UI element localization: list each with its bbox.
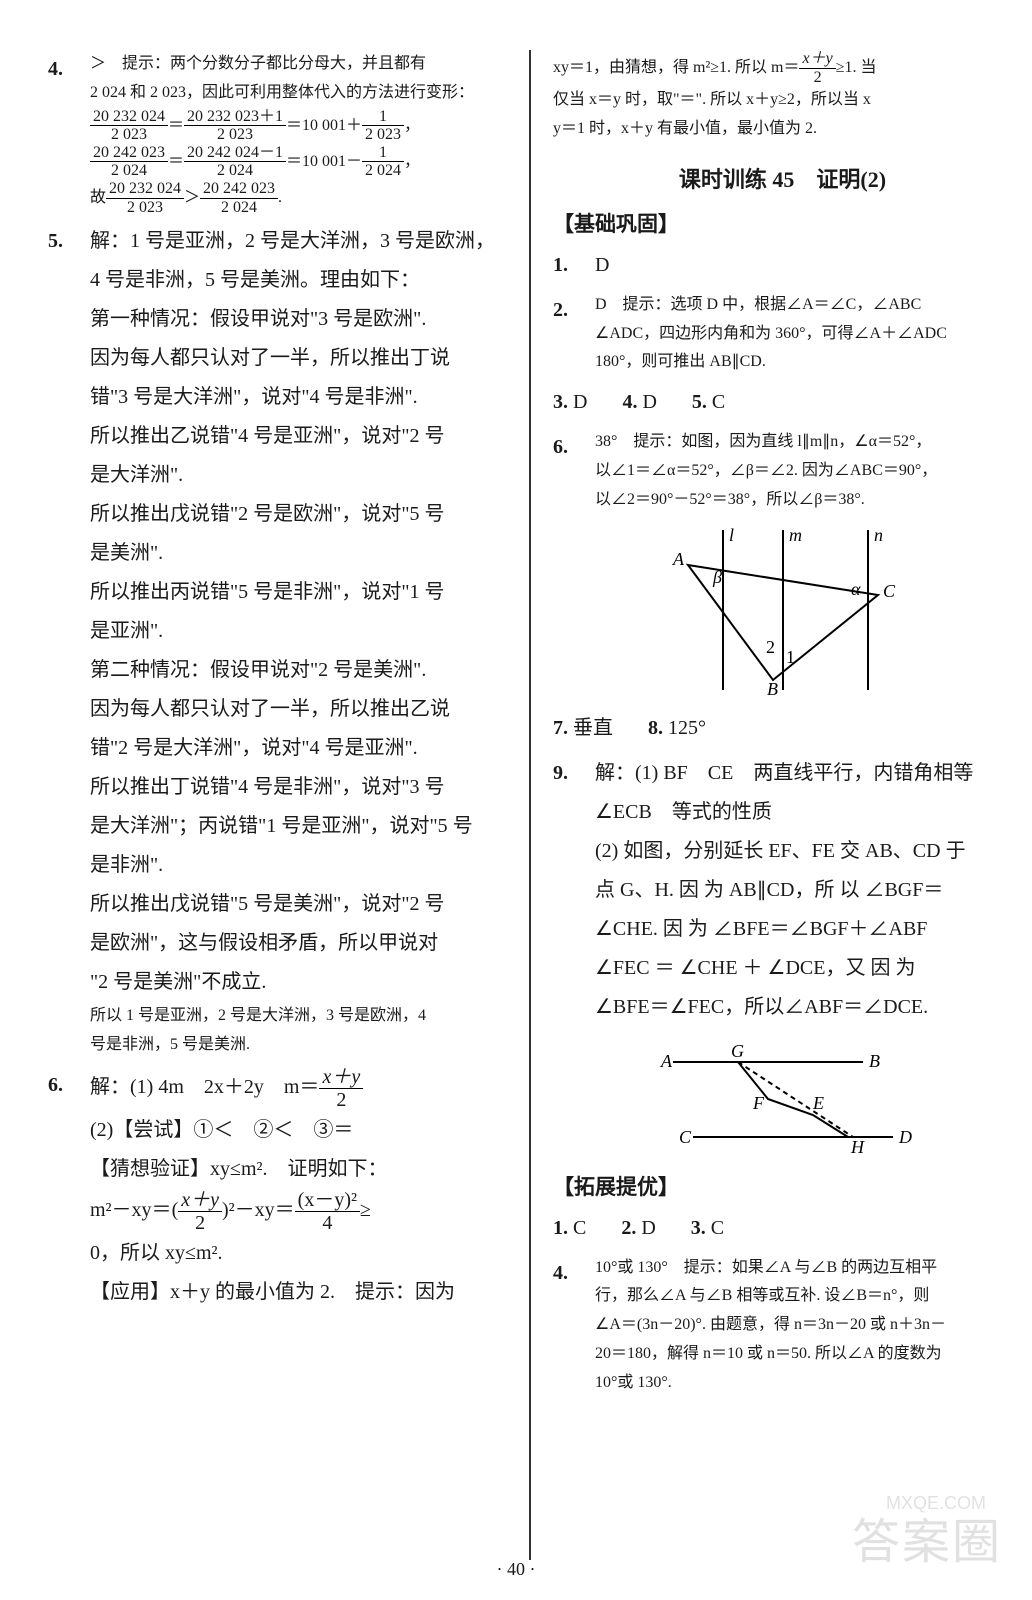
svg-text:B: B: [767, 679, 778, 695]
a2: 2. D 提示：选项 D 中，根据∠A＝∠C，∠ABC ∠ADC，四边形内角和为…: [553, 291, 1012, 377]
diagram-triangle-parallel: l m n A C B β α 1 2: [653, 525, 913, 695]
a1: 1. D: [553, 246, 1012, 285]
q5-l3: 第一种情况：假设甲说对"3 号是欧洲".: [90, 300, 507, 339]
svg-text:n: n: [874, 525, 883, 545]
svg-text:l: l: [729, 525, 734, 545]
q5: 5. 解：1 号是亚洲，2 号是大洋洲，3 号是欧洲， 4 号是非洲，5 号是美…: [48, 222, 507, 1060]
q5-l12: 第二种情况：假设甲说对"2 号是美洲".: [90, 651, 507, 690]
svg-text:B: B: [869, 1051, 880, 1071]
q5-num: 5.: [48, 222, 90, 1060]
q4: 4. ＞ 提示：两个分数分子都比分母大，并且都有 2 024 和 2 023，因…: [48, 50, 507, 216]
watermark-text: 答案圈: [852, 1502, 1002, 1572]
diagram-zigzag: A B C D G F E H: [653, 1037, 913, 1157]
svg-text:2: 2: [766, 637, 775, 657]
q6-p4: m²－xy＝(x＋y2)²－xy＝(x－y)²4≥: [90, 1189, 507, 1234]
q5-l17: 是非洲".: [90, 846, 507, 885]
svg-text:D: D: [898, 1127, 912, 1147]
heading-basic: 【基础巩固】: [553, 208, 1012, 238]
svg-text:A: A: [672, 549, 685, 569]
q5-l2: 4 号是非洲，5 号是美洲。理由如下：: [90, 261, 507, 300]
q4-eq1: 20 232 0242 023＝20 232 023＋12 023＝10 001…: [90, 108, 507, 144]
q6-num: 6.: [48, 1066, 90, 1312]
cont-l3: y＝1 时，x＋y 有最小值，最小值为 2.: [553, 115, 1012, 144]
q5-l5: 错"3 号是大洋洲"，说对"4 号是非洲".: [90, 378, 507, 417]
q6-p2: (2)【尝试】①＜ ②＜ ③＝: [90, 1111, 507, 1150]
a78: 7. 垂直 8. 125°: [553, 709, 1012, 748]
q5-l7: 是大洋洲".: [90, 456, 507, 495]
b4: 4. 10°或 130° 提示：如果∠A 与∠B 的两边互相平 行，那么∠A 与…: [553, 1254, 1012, 1398]
cont-l2: 仅当 x＝y 时，取"＝". 所以 x＋y≥2，所以当 x: [553, 86, 1012, 115]
b123: 1. C 2. D 3. C: [553, 1209, 1012, 1248]
q4-lead2: 2 024 和 2 023，因此可利用整体代入的方法进行变形：: [90, 79, 507, 108]
cont-l1: xy＝1，由猜想，得 m²≥1. 所以 m＝x＋y2≥1. 当: [553, 50, 1012, 86]
q5-l15: 所以推出丁说错"4 号是非洲"，说对"3 号: [90, 768, 507, 807]
svg-text:E: E: [812, 1093, 824, 1113]
q5-l10: 所以推出丙说错"5 号是非洲"，说对"1 号: [90, 573, 507, 612]
q5-l18: 所以推出戊说错"5 号是美洲"，说对"2 号: [90, 885, 507, 924]
column-divider: [529, 50, 531, 1560]
q5-l21: 所以 1 号是亚洲，2 号是大洋洲，3 号是欧洲，4: [90, 1002, 507, 1031]
left-column: 4. ＞ 提示：两个分数分子都比分母大，并且都有 2 024 和 2 023，因…: [48, 50, 525, 1560]
svg-text:β: β: [712, 567, 722, 587]
q6-p3: 【猜想验证】xy≤m². 证明如下：: [90, 1150, 507, 1189]
q5-l13: 因为每人都只认对了一半，所以推出乙说: [90, 690, 507, 729]
svg-text:m: m: [789, 525, 802, 545]
q4-num: 4.: [48, 50, 90, 216]
q5-l14: 错"2 号是大洋洲"，说对"4 号是亚洲".: [90, 729, 507, 768]
q6-p5: 0，所以 xy≤m².: [90, 1234, 507, 1273]
svg-text:1: 1: [786, 647, 795, 667]
heading-ext: 【拓展提优】: [553, 1171, 1012, 1201]
a345: 3. D 4. D 5. C: [553, 383, 1012, 422]
section-title: 课时训练 45 证明(2): [553, 162, 1012, 194]
svg-text:A: A: [660, 1051, 673, 1071]
q4-eq2: 20 242 0232 024＝20 242 024－12 024＝10 001…: [90, 144, 507, 180]
a6: 6. 38° 提示：如图，因为直线 l∥m∥n，∠α＝52°， 以∠1＝∠α＝5…: [553, 428, 1012, 514]
q5-l11: 是亚洲".: [90, 612, 507, 651]
q4-eq3: 故20 232 0242 023＞20 242 0232 024.: [90, 180, 507, 216]
svg-text:α: α: [851, 579, 861, 599]
q6: 6. 解：(1) 4m 2x＋2y m＝x＋y2 (2)【尝试】①＜ ②＜ ③＝…: [48, 1066, 507, 1312]
q5-l22: 号是非洲，5 号是美洲.: [90, 1031, 507, 1060]
q5-l16: 是大洋洲"；丙说错"1 号是亚洲"，说对"5 号: [90, 807, 507, 846]
right-column: xy＝1，由猜想，得 m²≥1. 所以 m＝x＋y2≥1. 当 仅当 x＝y 时…: [535, 50, 1012, 1560]
q5-l1: 解：1 号是亚洲，2 号是大洋洲，3 号是欧洲，: [90, 222, 507, 261]
svg-text:F: F: [752, 1093, 765, 1113]
svg-text:C: C: [679, 1127, 692, 1147]
a9: 9. 解：(1) BF CE 两直线平行，内错角相等 ∠ECB 等式的性质 (2…: [553, 754, 1012, 1027]
q6-p1: 解：(1) 4m 2x＋2y m＝x＋y2: [90, 1066, 507, 1111]
q6-p6: 【应用】x＋y 的最小值为 2. 提示：因为: [90, 1273, 507, 1312]
q5-l6: 所以推出乙说错"4 号是亚洲"，说对"2 号: [90, 417, 507, 456]
q5-l4: 因为每人都只认对了一半，所以推出丁说: [90, 339, 507, 378]
q5-l19: 是欧洲"，这与假设相矛盾，所以甲说对: [90, 924, 507, 963]
q5-l9: 是美洲".: [90, 534, 507, 573]
svg-text:H: H: [850, 1137, 865, 1157]
svg-text:G: G: [731, 1041, 744, 1061]
q4-lead: ＞ 提示：两个分数分子都比分母大，并且都有: [90, 50, 507, 79]
q5-l8: 所以推出戊说错"2 号是欧洲"，说对"5 号: [90, 495, 507, 534]
q5-l20: "2 号是美洲"不成立.: [90, 963, 507, 1002]
svg-text:C: C: [883, 581, 896, 601]
